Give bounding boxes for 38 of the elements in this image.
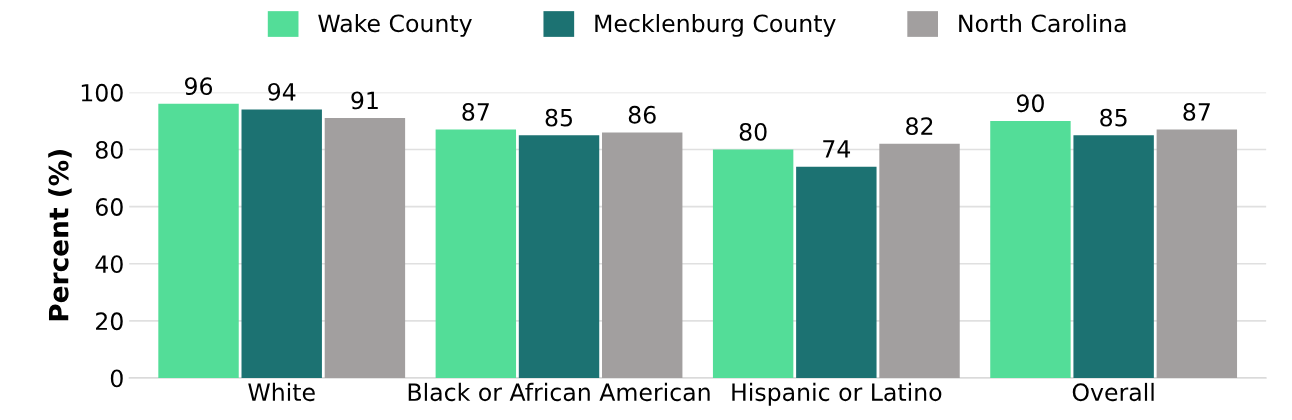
bar (602, 132, 683, 378)
data-label: 82 (906, 117, 933, 136)
x-tick-label: Black or African American (408, 382, 710, 402)
bar (1073, 135, 1154, 378)
data-label: 74 (823, 140, 851, 158)
bar (241, 109, 322, 378)
legend-label: Mecklenburg County (595, 13, 836, 37)
y-tick-label: 60 (95, 198, 123, 216)
bar (990, 120, 1071, 378)
x-tick-label: White (248, 382, 315, 402)
y-tick-label: 0 (110, 369, 123, 388)
y-axis-title: Percent (%) (48, 150, 72, 321)
bar (712, 149, 794, 378)
bar (435, 129, 517, 378)
y-tick-label: 40 (95, 255, 123, 274)
bar (1156, 129, 1238, 378)
data-label: 85 (545, 108, 572, 127)
data-label: 85 (1100, 108, 1127, 127)
bar (158, 103, 239, 378)
data-label: 87 (462, 102, 489, 121)
bar (796, 166, 877, 378)
y-tick-label: 20 (96, 312, 123, 331)
data-label: 96 (184, 77, 213, 96)
y-tick-label: 100 (81, 83, 123, 102)
data-label: 87 (1183, 102, 1210, 121)
bar (518, 135, 600, 378)
data-label: 90 (1016, 94, 1044, 113)
bar (879, 143, 960, 378)
bar (324, 118, 406, 378)
data-label: 80 (739, 122, 767, 141)
y-tick-label: 80 (95, 140, 123, 159)
data-label: 91 (351, 91, 378, 110)
data-label: 94 (268, 82, 296, 101)
x-tick-label: Hispanic or Latino (732, 382, 942, 406)
data-label: 86 (628, 105, 656, 124)
x-tick-label: Overall (1072, 382, 1154, 402)
legend-label: Wake County (318, 13, 472, 37)
legend-label: North Carolina (959, 13, 1126, 33)
